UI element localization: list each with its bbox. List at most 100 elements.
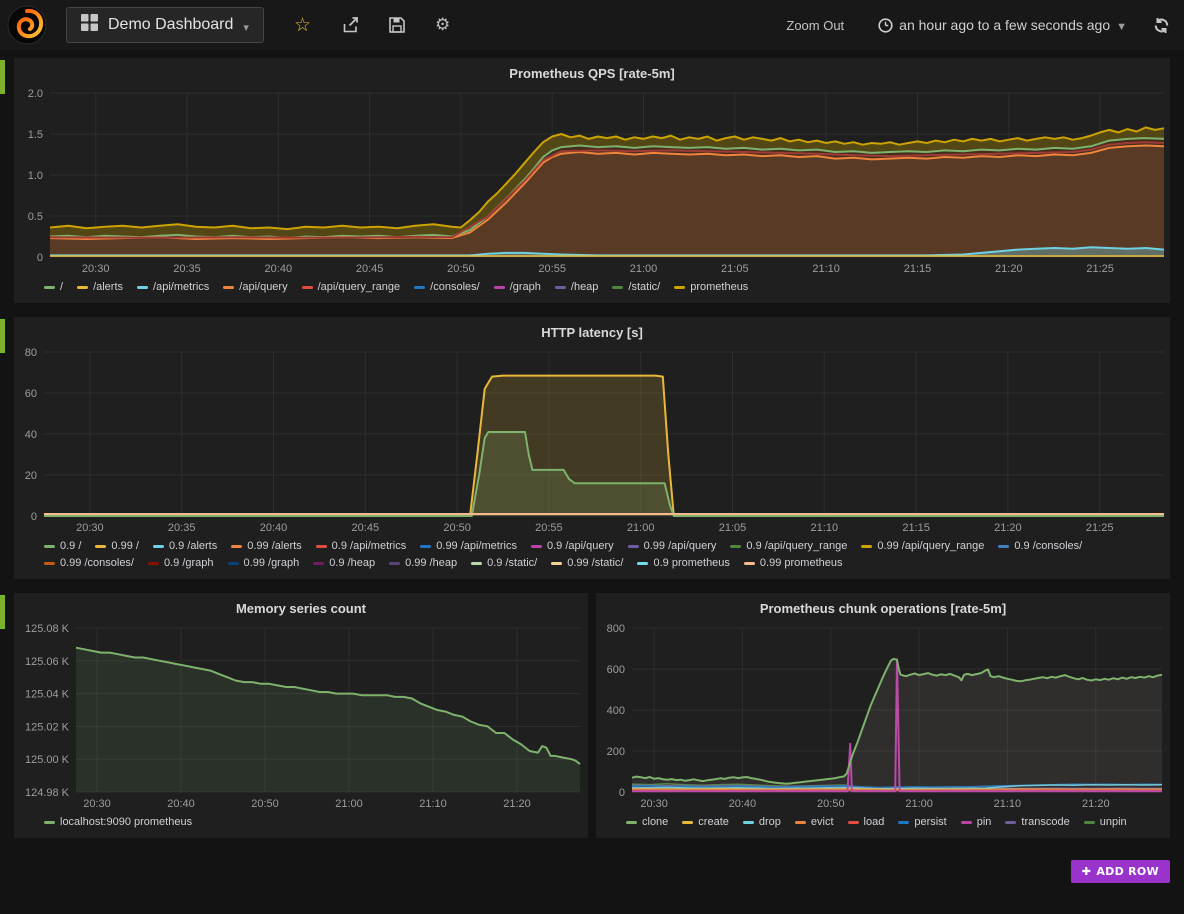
legend-item[interactable]: create [682, 816, 729, 828]
grafana-logo-icon[interactable] [6, 4, 48, 46]
panel-title[interactable]: HTTP latency [s] [541, 325, 643, 340]
legend-item[interactable]: load [847, 816, 884, 828]
settings-button[interactable]: ⚙ [434, 14, 451, 35]
legend-item[interactable]: 0.9 /heap [313, 557, 375, 569]
legend-color-dash [847, 820, 859, 824]
legend-color-dash [960, 820, 972, 824]
svg-text:20:30: 20:30 [82, 263, 110, 275]
svg-text:21:00: 21:00 [630, 263, 658, 275]
row-collapse-handle[interactable] [0, 319, 5, 353]
legend-item[interactable]: /api/metrics [137, 281, 209, 293]
legend-color-dash [44, 285, 55, 289]
row-memory-chunks: Memory series count 20:30 20:40 20:50 21:00… [0, 593, 1170, 838]
refresh-button[interactable] [1153, 17, 1170, 34]
legend-color-dash [223, 285, 235, 289]
time-range-picker[interactable]: an hour ago to a few seconds ago ▼ [878, 17, 1127, 33]
chunk-ops-legend: clone create drop evict load persist pin transc… [596, 812, 1170, 836]
legend-item[interactable]: 0.99 /api/query_range [861, 540, 984, 552]
legend-item[interactable]: /heap [554, 281, 598, 293]
svg-text:80: 80 [25, 347, 37, 359]
legend-item[interactable]: 0.9 / [44, 540, 81, 552]
latency-chart[interactable]: 20:30 20:35 20:40 20:45 20:50 20:55 21:00 21:05… [14, 342, 1170, 536]
panel-title[interactable]: Prometheus chunk operations [rate-5m] [759, 601, 1007, 616]
legend-item[interactable]: /alerts [77, 281, 123, 293]
svg-text:20:50: 20:50 [251, 798, 279, 810]
share-button[interactable] [341, 16, 359, 34]
svg-text:21:00: 21:00 [905, 798, 933, 810]
svg-text:20:50: 20:50 [443, 522, 471, 534]
svg-text:20: 20 [25, 470, 37, 482]
legend-item[interactable]: 0.99 /alerts [231, 540, 302, 552]
zoom-out-button[interactable]: Zoom Out [786, 17, 845, 33]
svg-text:0: 0 [31, 511, 37, 523]
svg-text:0: 0 [619, 787, 625, 799]
gear-icon: ⚙ [434, 14, 451, 35]
qps-chart[interactable]: 20:30 20:35 20:40 20:45 20:50 20:55 21:00 21:05… [14, 83, 1170, 277]
memory-chart[interactable]: 20:30 20:40 20:50 21:00 21:10 21:20 124.98 K 12… [14, 618, 588, 812]
legend-item[interactable]: transcode [1005, 816, 1070, 828]
legend-item[interactable]: 0.99 /consoles/ [44, 557, 134, 569]
legend-item[interactable]: /api/query_range [301, 281, 400, 293]
legend-item[interactable]: localhost:9090 prometheus [44, 816, 192, 828]
legend-item[interactable]: 0.99 / [95, 540, 139, 552]
legend-item[interactable]: /consoles/ [414, 281, 480, 293]
row-collapse-handle[interactable] [0, 595, 5, 629]
panel-title[interactable]: Memory series count [235, 601, 367, 616]
legend-item[interactable]: clone [626, 816, 668, 828]
legend-item[interactable]: 0.9 prometheus [637, 557, 730, 569]
dashboard-picker[interactable]: Demo Dashboard ▾ [66, 7, 264, 43]
star-icon: ☆ [293, 13, 311, 36]
legend-color-dash [137, 285, 149, 289]
add-row-button[interactable]: ✚ ADD ROW [1070, 860, 1170, 883]
legend-item[interactable]: 0.9 /alerts [152, 540, 217, 552]
legend-item[interactable]: 0.99 /api/query [627, 540, 716, 552]
chunk-ops-chart[interactable]: 20:30 20:40 20:50 21:00 21:10 21:20 0 200 400 600… [596, 618, 1170, 812]
legend-item[interactable]: 0.99 prometheus [743, 557, 842, 569]
legend-item[interactable]: 0.99 /heap [389, 557, 457, 569]
svg-text:20:55: 20:55 [535, 522, 563, 534]
row-collapse-handle[interactable] [0, 60, 5, 94]
svg-text:40: 40 [25, 429, 37, 441]
dashboard-title: Demo Dashboard [108, 16, 234, 33]
legend-color-dash [1083, 820, 1095, 824]
legend-item[interactable]: 0.9 /api/query [530, 540, 614, 552]
legend-item[interactable]: 0.9 /api/metrics [315, 540, 406, 552]
legend-color-dash [77, 285, 89, 289]
legend-item[interactable]: /static/ [612, 281, 660, 293]
legend-item[interactable]: 0.9 /graph [148, 557, 214, 569]
panel-chunk-operations: Prometheus chunk operations [rate-5m] 20… [596, 593, 1170, 838]
share-icon [343, 17, 358, 33]
legend-item[interactable]: 0.9 /api/query_range [730, 540, 847, 552]
legend-item[interactable]: prometheus [674, 281, 748, 293]
panel-http-latency: HTTP latency [s] 20:30 20:35 20:40 20:45 20:… [14, 317, 1170, 579]
legend-item[interactable]: 0.99 /static/ [551, 557, 623, 569]
row-latency: HTTP latency [s] 20:30 20:35 20:40 20:45 20:… [0, 317, 1170, 579]
legend-item[interactable]: / [44, 281, 63, 293]
legend-color-dash [794, 820, 806, 824]
legend-item[interactable]: drop [742, 816, 781, 828]
legend-item[interactable]: 0.9 /consoles/ [998, 540, 1082, 552]
svg-text:20:45: 20:45 [356, 263, 384, 275]
legend-item[interactable]: 0.9 /static/ [471, 557, 537, 569]
legend-color-dash [95, 544, 107, 548]
save-button[interactable] [389, 17, 405, 33]
legend-item[interactable]: /graph [493, 281, 541, 293]
legend-color-dash [554, 285, 566, 289]
legend-item[interactable]: 0.99 /graph [227, 557, 299, 569]
svg-text:21:10: 21:10 [811, 522, 839, 534]
legend-color-dash [627, 544, 639, 548]
star-button[interactable]: ☆ [293, 13, 311, 36]
dashboard-grid-icon [81, 14, 98, 36]
legend-item[interactable]: persist [898, 816, 947, 828]
legend-item[interactable]: evict [794, 816, 834, 828]
svg-text:1.5: 1.5 [28, 129, 43, 141]
legend-item[interactable]: unpin [1083, 816, 1127, 828]
dashboard-content: Prometheus QPS [rate-5m] 20:30 20:35 20:40… [0, 50, 1184, 838]
legend-item[interactable]: 0.99 /api/metrics [420, 540, 517, 552]
panel-title[interactable]: Prometheus QPS [rate-5m] [509, 66, 675, 81]
legend-color-dash [493, 285, 505, 289]
legend-item[interactable]: /api/query [223, 281, 288, 293]
svg-text:125.00 K: 125.00 K [25, 754, 70, 766]
legend-color-dash [861, 544, 873, 548]
legend-item[interactable]: pin [960, 816, 991, 828]
